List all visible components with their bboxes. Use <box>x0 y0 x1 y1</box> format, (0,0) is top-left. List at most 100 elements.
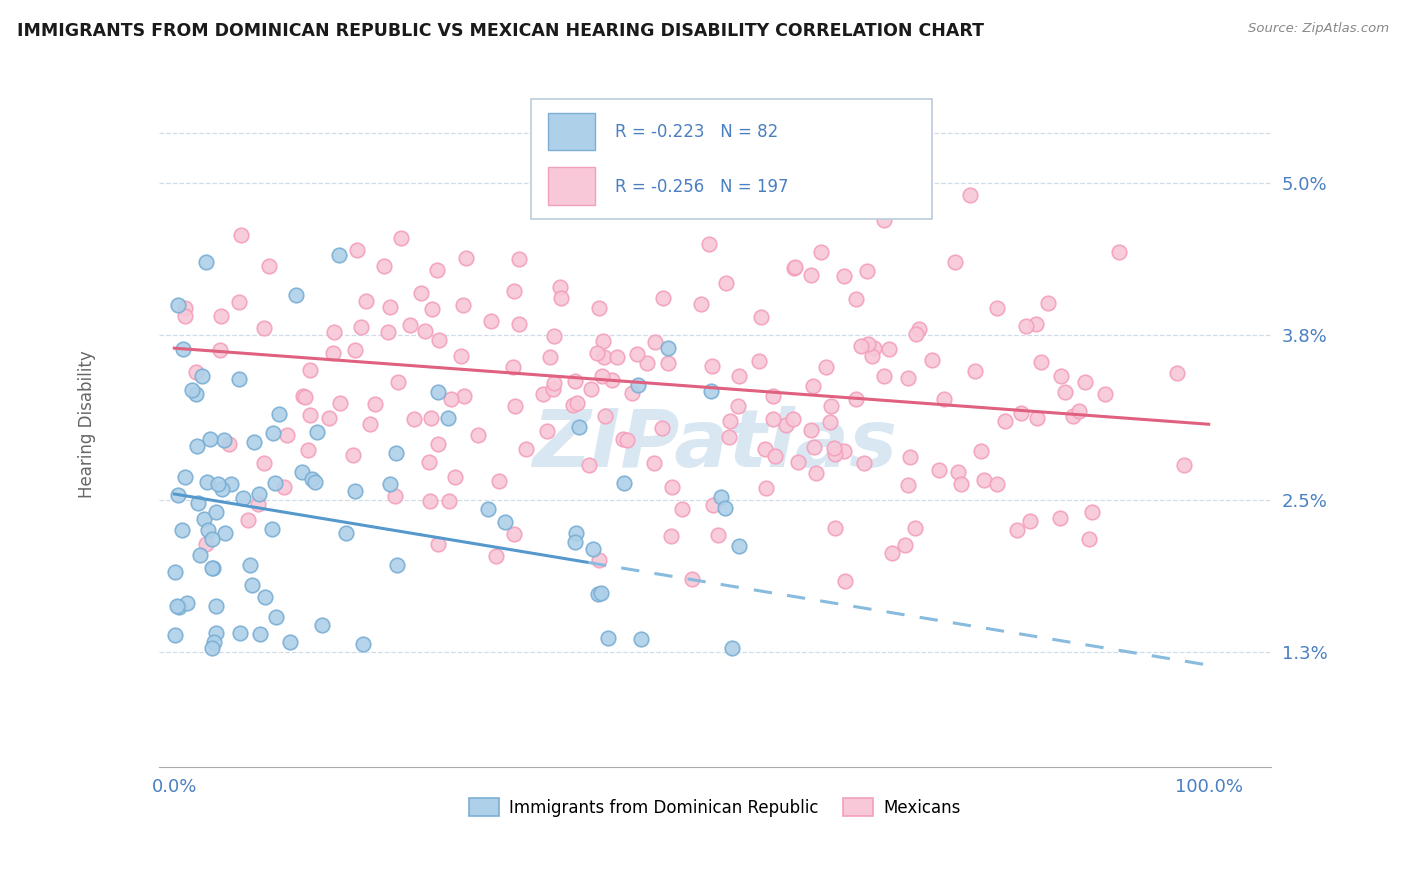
Point <box>1038 296 1060 310</box>
Point <box>834 574 856 588</box>
Point <box>904 521 927 535</box>
Point <box>437 493 460 508</box>
Point <box>973 473 995 487</box>
Point <box>184 366 207 380</box>
Point <box>898 450 921 464</box>
Point <box>419 494 441 508</box>
Point <box>959 188 981 202</box>
Point <box>190 368 212 383</box>
Point <box>762 412 785 426</box>
Point <box>1108 244 1130 259</box>
Point <box>335 525 357 540</box>
Point <box>803 440 825 454</box>
Point <box>702 499 724 513</box>
Point <box>1094 386 1116 401</box>
Point <box>377 326 399 340</box>
Point <box>621 386 644 401</box>
Point <box>651 420 673 434</box>
Point <box>873 369 896 384</box>
Point <box>342 448 364 462</box>
Point <box>205 599 228 614</box>
Point <box>630 632 652 647</box>
Point <box>419 411 441 425</box>
Point <box>373 259 395 273</box>
Point <box>214 525 236 540</box>
Point <box>294 390 316 404</box>
Point <box>176 596 198 610</box>
Point <box>606 350 628 364</box>
Text: R = -0.223   N = 82: R = -0.223 N = 82 <box>614 123 778 141</box>
Point <box>292 389 315 403</box>
Point <box>173 310 195 324</box>
Point <box>1049 511 1071 525</box>
Point <box>198 433 221 447</box>
Point <box>165 566 187 580</box>
Point <box>346 243 368 257</box>
Point <box>1067 404 1090 418</box>
Point <box>1019 514 1042 528</box>
Point <box>1166 366 1188 380</box>
Point <box>456 251 478 265</box>
Legend: Immigrants from Dominican Republic, Mexicans: Immigrants from Dominican Republic, Mexi… <box>463 792 967 823</box>
Point <box>247 497 270 511</box>
Point <box>932 392 955 407</box>
Point <box>600 373 623 387</box>
Point <box>543 376 565 391</box>
Point <box>589 586 612 600</box>
Point <box>195 475 218 490</box>
Point <box>1054 384 1077 399</box>
Point <box>690 296 713 310</box>
Point <box>564 374 586 388</box>
Point <box>187 496 209 510</box>
Point <box>1050 368 1073 383</box>
Point <box>588 301 610 315</box>
Point <box>562 398 585 412</box>
Point <box>657 341 679 355</box>
Point <box>586 346 609 360</box>
Point <box>352 637 374 651</box>
Point <box>209 343 232 358</box>
Point <box>714 276 737 290</box>
Point <box>727 540 749 554</box>
Point <box>211 482 233 496</box>
FancyBboxPatch shape <box>531 99 932 219</box>
Point <box>588 587 610 601</box>
Point <box>810 245 832 260</box>
Point <box>328 396 350 410</box>
Point <box>322 325 344 339</box>
Point <box>541 383 564 397</box>
Point <box>706 528 728 542</box>
Point <box>409 286 432 301</box>
Point <box>591 369 613 384</box>
Point <box>266 609 288 624</box>
Point <box>418 454 440 468</box>
Point <box>488 474 510 488</box>
Point <box>284 287 307 301</box>
Point <box>273 480 295 494</box>
Point <box>800 268 823 282</box>
Point <box>855 264 877 278</box>
Point <box>643 456 665 470</box>
Point <box>530 185 553 199</box>
Point <box>921 353 943 368</box>
Point <box>832 443 855 458</box>
Point <box>1081 505 1104 519</box>
Point <box>212 433 235 447</box>
Text: IMMIGRANTS FROM DOMINICAN REPUBLIC VS MEXICAN HEARING DISABILITY CORRELATION CHA: IMMIGRANTS FROM DOMINICAN REPUBLIC VS ME… <box>17 22 984 40</box>
Point <box>389 231 412 245</box>
Point <box>783 260 806 274</box>
Point <box>385 446 408 460</box>
Point <box>613 475 636 490</box>
Point <box>588 553 610 567</box>
Point <box>700 359 723 373</box>
Point <box>721 641 744 656</box>
Point <box>508 317 530 331</box>
Point <box>748 353 770 368</box>
Point <box>380 477 402 491</box>
Point <box>862 350 884 364</box>
Point <box>311 617 333 632</box>
Point <box>616 433 638 447</box>
Point <box>697 236 720 251</box>
Point <box>832 268 855 283</box>
Point <box>644 334 666 349</box>
